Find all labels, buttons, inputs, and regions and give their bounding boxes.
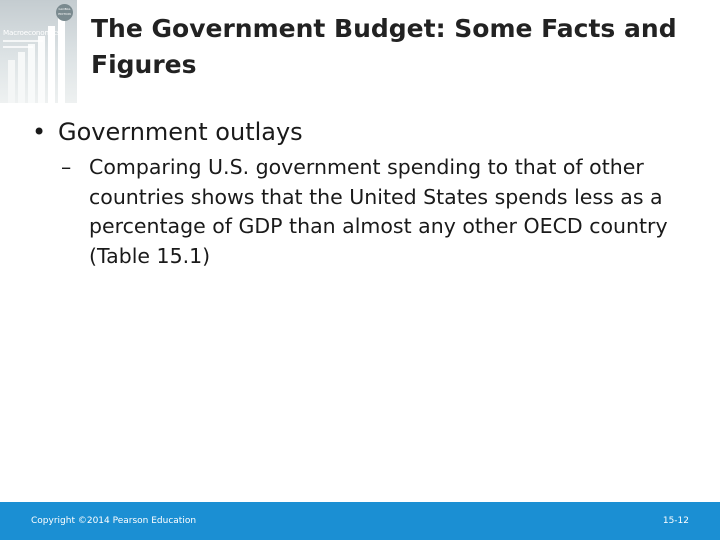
bullet-marker: •	[32, 118, 47, 146]
book-cover-image: GLOBAL EDITION Macroeconomics	[0, 0, 77, 103]
cover-divider	[3, 46, 33, 48]
copyright-text: Copyright ©2014 Pearson Education	[31, 516, 197, 526]
sub-bullet-text: Comparing U.S. government spending to th…	[89, 155, 668, 268]
sub-bullet-marker: –	[61, 155, 72, 179]
cover-bars-graphic	[8, 18, 65, 103]
slide-title: The Government Budget: Some Facts and Fi…	[91, 14, 677, 79]
sub-bullet-item: – Comparing U.S. government spending to …	[61, 153, 701, 271]
page-number: 15-12	[662, 516, 689, 526]
cover-title: Macroeconomics	[3, 28, 61, 37]
cover-divider	[3, 40, 43, 42]
footer-bar: Copyright ©2014 Pearson Education 15-12	[0, 502, 720, 540]
bullet-text: Government outlays	[58, 118, 303, 146]
cover-badge: GLOBAL EDITION	[56, 4, 73, 21]
bullet-item: • Government outlays	[32, 116, 692, 148]
